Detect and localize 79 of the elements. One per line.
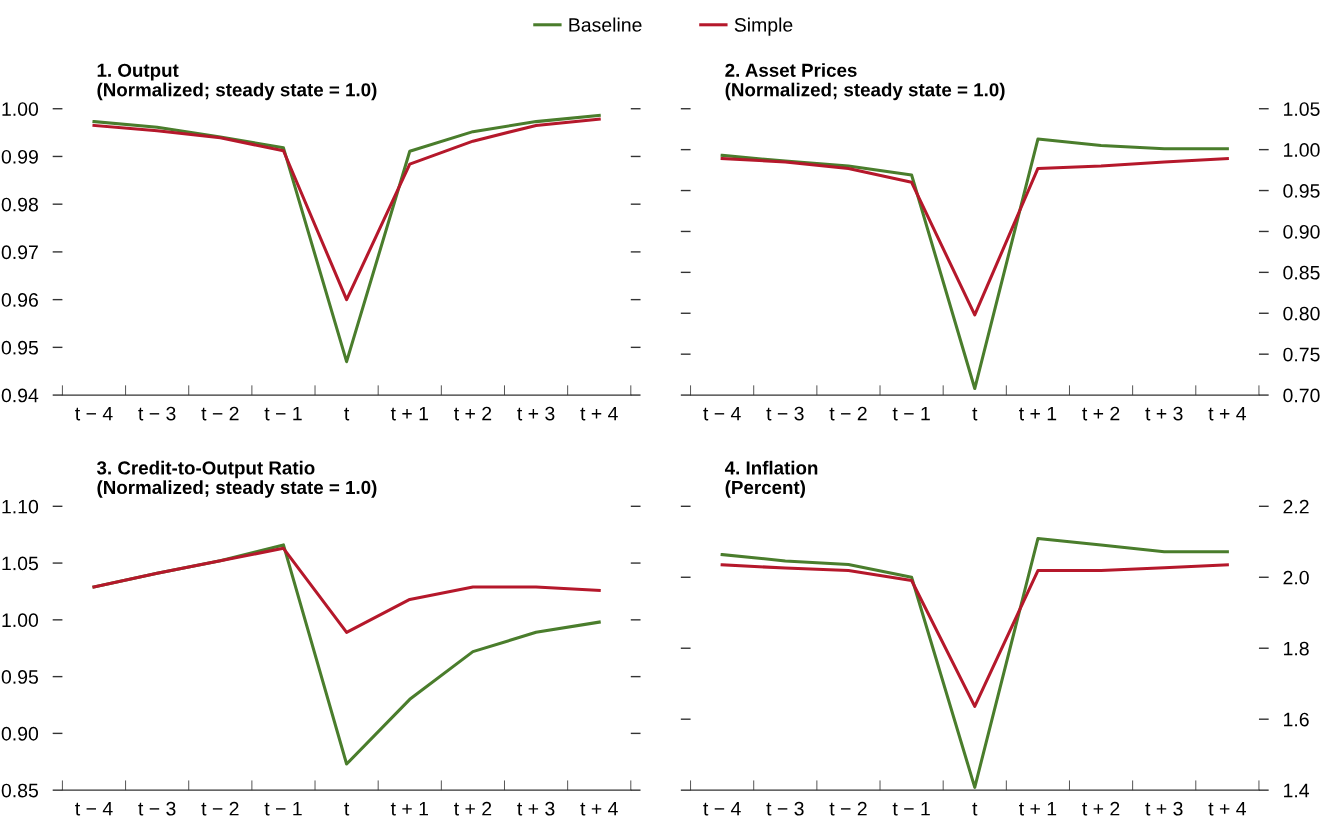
- y-tick-label: 0.96: [1, 293, 38, 307]
- legend-label: Baseline: [569, 17, 642, 32]
- y-tick-label: 0.97: [1, 245, 38, 260]
- chart-title: 2. Asset Prices: [725, 63, 857, 77]
- y-tick-label: 1.10: [2, 499, 39, 514]
- x-tick-label: t + 3: [517, 801, 555, 816]
- x-tick-label: t + 1: [390, 406, 428, 421]
- x-tick-label: t − 2: [201, 801, 239, 816]
- x-tick-label: t − 2: [829, 406, 867, 421]
- x-tick-label: t − 4: [75, 406, 113, 421]
- y2-tick-label: 0.85: [1283, 265, 1320, 280]
- x-tick-label: t + 2: [1082, 801, 1120, 816]
- x-tick-label: t + 4: [1208, 406, 1246, 421]
- x-tick-label: t: [344, 407, 350, 421]
- x-tick-label: t + 2: [454, 406, 492, 421]
- x-tick-label: t − 4: [703, 801, 741, 816]
- y2-tick-label: 1.00: [1284, 143, 1320, 157]
- x-tick-label: t + 3: [1145, 406, 1183, 421]
- chart-title: 3. Credit-to-Output Ratio: [96, 460, 315, 479]
- x-tick-label: t − 4: [703, 406, 741, 421]
- line-series: [92, 546, 601, 634]
- x-tick-label: t + 4: [1208, 801, 1246, 816]
- y2-tick-label: 1.05: [1284, 102, 1320, 116]
- y-tick-label: 0.98: [1, 197, 38, 212]
- x-tick-label: t − 3: [766, 406, 804, 421]
- x-tick-label: t: [344, 802, 350, 816]
- x-tick-label: t − 3: [138, 406, 176, 421]
- x-tick-label: t − 2: [201, 406, 239, 421]
- x-tick-label: t + 1: [390, 801, 428, 816]
- y-tick-label: 0.90: [1, 726, 39, 741]
- y2-tick-label: 0.95: [1283, 184, 1320, 198]
- x-tick-label: t − 1: [264, 406, 302, 421]
- x-tick-label: t + 3: [1145, 801, 1183, 816]
- line-series: [720, 563, 1229, 708]
- x-tick-label: t + 1: [1019, 406, 1057, 421]
- x-tick-label: t + 2: [454, 801, 492, 816]
- y-tick-label: 0.94: [1, 388, 39, 403]
- x-tick-label: t + 3: [517, 406, 555, 421]
- x-tick-label: t − 4: [75, 801, 113, 816]
- chart-title: 1. Output: [97, 63, 179, 81]
- x-tick-label: t − 1: [264, 801, 302, 816]
- y-tick-label: 0.95: [1, 340, 38, 355]
- y-tick-label: 1.00: [2, 102, 39, 116]
- line-series: [720, 537, 1229, 789]
- chart-title: 4. Inflation: [724, 460, 818, 475]
- legend-label: Simple: [734, 17, 793, 36]
- x-tick-label: t + 1: [1019, 801, 1057, 816]
- line-series: [92, 113, 601, 364]
- y2-tick-label: 1.4: [1284, 783, 1310, 798]
- line-series: [720, 137, 1229, 391]
- y2-tick-label: 0.75: [1283, 347, 1320, 362]
- y2-tick-label: 2.2: [1283, 499, 1309, 514]
- y-tick-label: 1.05: [2, 556, 38, 571]
- y2-tick-label: 1.8: [1284, 641, 1309, 656]
- y2-tick-label: 0.90: [1283, 224, 1320, 239]
- x-tick-label: t + 4: [580, 801, 618, 816]
- chart-subtitle: (Percent): [725, 480, 805, 498]
- y2-tick-label: 1.6: [1284, 712, 1309, 727]
- x-tick-label: t − 1: [892, 406, 930, 421]
- x-tick-label: t + 4: [580, 406, 618, 421]
- y2-tick-label: 2.0: [1283, 570, 1309, 585]
- y2-tick-label: 0.80: [1283, 306, 1320, 321]
- y2-tick-label: 0.70: [1283, 388, 1320, 403]
- chart-subtitle: (Normalized; steady state = 1.0): [725, 82, 1005, 101]
- y-tick-label: 0.85: [1, 783, 38, 798]
- line-series: [720, 157, 1229, 317]
- line-series: [92, 117, 601, 302]
- chart-subtitle: (Normalized; steady state = 1.0): [97, 480, 377, 498]
- y-tick-label: 0.99: [1, 149, 38, 164]
- x-tick-label: t: [972, 407, 978, 421]
- y-tick-label: 1.00: [2, 613, 39, 628]
- y-tick-label: 0.95: [1, 670, 38, 684]
- x-tick-label: t − 1: [892, 801, 930, 816]
- chart-subtitle: (Normalized; steady state = 1.0): [97, 82, 377, 101]
- x-tick-label: t − 3: [766, 801, 804, 816]
- x-tick-label: t + 2: [1082, 406, 1120, 421]
- x-tick-label: t − 2: [829, 801, 867, 816]
- x-tick-label: t: [972, 802, 978, 816]
- x-tick-label: t − 3: [138, 801, 176, 816]
